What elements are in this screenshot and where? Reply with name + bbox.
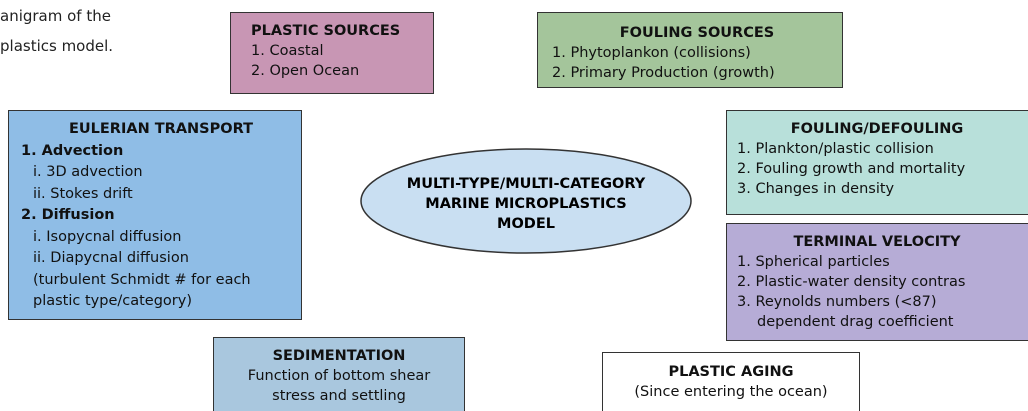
box-line: (Since entering the ocean): [634, 384, 828, 400]
box-line: dependent drag coefficient: [757, 314, 954, 330]
box-line: 3. Changes in density: [737, 181, 895, 197]
box-line: 2. Open Ocean: [251, 63, 360, 79]
fouling-defouling-box: FOULING/DEFOULING 1. Plankton/plastic co…: [726, 110, 1028, 215]
box-title: FOULING/DEFOULING: [790, 121, 964, 137]
plastic-aging-box: PLASTIC AGING (Since entering the ocean): [602, 352, 860, 411]
box-line: i. Isopycnal diffusion: [33, 228, 182, 245]
box-title: SEDIMENTATION: [272, 348, 406, 364]
box-title: TERMINAL VELOCITY: [793, 234, 961, 250]
box-line: i. 3D advection: [33, 164, 143, 180]
box-title: PLASTIC SOURCES: [251, 23, 401, 39]
box-line: (turbulent Schmidt # for each: [33, 271, 251, 288]
box-line: 2. Fouling growth and mortality: [737, 161, 966, 177]
center-line: MULTI-TYPE/MULTI-CATEGORY: [406, 176, 646, 192]
box-line: 3. Reynolds numbers (<87): [737, 294, 937, 310]
center-label: MULTI-TYPE/MULTI-CATEGORY MARINE MICROPL…: [358, 174, 694, 234]
caption-line: plastics model.: [0, 37, 114, 55]
box-line: ii. Stokes drift: [33, 185, 133, 202]
center-ellipse: [360, 148, 692, 254]
plastic-sources-box: PLASTIC SOURCES 1. Coastal 2. Open Ocean: [230, 12, 434, 94]
box-line: plastic type/category): [33, 293, 192, 309]
box-line: 2. Primary Production (growth): [552, 65, 775, 81]
box-title: EULERIAN TRANSPORT: [68, 121, 253, 137]
caption-line: anigram of the: [0, 7, 111, 25]
box-line: 1. Advection: [21, 142, 124, 159]
terminal-velocity-box: TERMINAL VELOCITY 1. Spherical particles…: [726, 223, 1028, 341]
box-line: 1. Phytoplankon (collisions): [552, 45, 751, 61]
box-line: 2. Diffusion: [21, 207, 115, 223]
center-line: MARINE MICROPLASTICS: [425, 196, 627, 212]
center-line: MODEL: [497, 216, 555, 232]
box-line: 1. Spherical particles: [737, 254, 890, 270]
box-line: 1. Coastal: [251, 43, 324, 59]
box-title: PLASTIC AGING: [668, 364, 794, 380]
box-line: 2. Plastic-water density contras: [737, 274, 966, 290]
box-line: 1. Plankton/plastic collision: [737, 141, 934, 157]
sedimentation-box: SEDIMENTATION Function of bottom shear s…: [213, 337, 465, 411]
ellipse: [360, 148, 692, 254]
box-line: stress and settling: [272, 388, 406, 404]
box-line: Function of bottom shear: [247, 368, 431, 384]
box-line: ii. Diapycnal diffusion: [33, 250, 189, 266]
eulerian-transport-box: EULERIAN TRANSPORT 1. Advection i. 3D ad…: [8, 110, 302, 320]
fouling-sources-box: FOULING SOURCES 1. Phytoplankon (collisi…: [537, 12, 843, 88]
box-title: FOULING SOURCES: [619, 25, 775, 41]
